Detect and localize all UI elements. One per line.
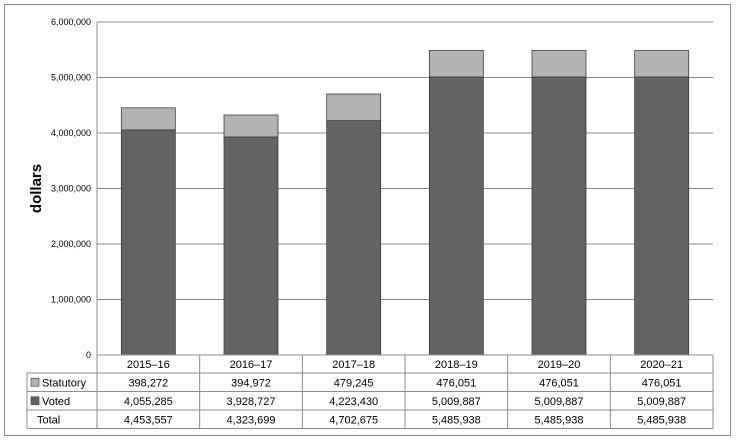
bar-statutory-4 bbox=[428, 50, 484, 78]
table-cell: 476,051 bbox=[539, 377, 579, 389]
table-cell: 4,055,285 bbox=[124, 396, 173, 408]
category-label: 2020–21 bbox=[640, 359, 683, 371]
bar-statutory-6 bbox=[634, 50, 690, 78]
table-cell: 4,223,430 bbox=[329, 396, 378, 408]
bar-statutory-2 bbox=[223, 114, 279, 138]
category-label: 2017–18 bbox=[332, 359, 375, 371]
y-tick-label: 6,000,000 bbox=[51, 17, 91, 27]
table-row-label-total: Total bbox=[37, 414, 60, 426]
bar-statutory-5 bbox=[531, 50, 587, 78]
y-tick-label: 3,000,000 bbox=[51, 184, 91, 194]
y-tick-label: 0 bbox=[86, 350, 91, 360]
table-cell: 5,009,887 bbox=[535, 396, 584, 408]
y-tick-label: 5,000,000 bbox=[51, 73, 91, 83]
data-table: 2015–16 2016–17 2017–18 2018–19 2019–20 2020–… bbox=[26, 354, 714, 429]
bar-voted-6 bbox=[634, 76, 690, 356]
gridlines bbox=[96, 21, 713, 355]
table-cell: 476,051 bbox=[436, 377, 476, 389]
table-cell: 3,928,727 bbox=[227, 396, 276, 408]
bars bbox=[120, 50, 690, 356]
y-tick-label: 1,000,000 bbox=[51, 295, 91, 305]
bar-voted-3 bbox=[326, 120, 382, 356]
stacked-bar-chart: 0 1,000,000 2,000,000 3,000,000 4,000,000 5,0… bbox=[26, 17, 714, 429]
category-label: 2019–20 bbox=[538, 359, 581, 371]
bar-voted-4 bbox=[428, 76, 484, 356]
legend-swatch-statutory bbox=[30, 377, 40, 387]
table-cell: 5,485,938 bbox=[535, 414, 584, 426]
chart-frame: 0 1,000,000 2,000,000 3,000,000 4,000,000 5,0… bbox=[4, 4, 731, 436]
table-cell: 5,009,887 bbox=[637, 396, 686, 408]
table-row-label-statutory: Statutory bbox=[42, 377, 87, 389]
table-cell: 4,453,557 bbox=[124, 414, 173, 426]
table-cell: 476,051 bbox=[642, 377, 682, 389]
bar-voted-5 bbox=[531, 76, 587, 356]
table-cell: 5,009,887 bbox=[432, 396, 481, 408]
table-cell: 5,485,938 bbox=[432, 414, 481, 426]
bar-voted-1 bbox=[120, 129, 176, 356]
category-label: 2018–19 bbox=[435, 359, 478, 371]
table-cell: 479,245 bbox=[334, 377, 374, 389]
table-cell: 4,702,675 bbox=[329, 414, 378, 426]
y-tick-label: 4,000,000 bbox=[51, 128, 91, 138]
table-row-label-voted: Voted bbox=[42, 396, 70, 408]
bar-voted-2 bbox=[223, 136, 279, 356]
legend-swatch-voted bbox=[30, 396, 40, 406]
category-label: 2016–17 bbox=[230, 359, 273, 371]
table-cell: 4,323,699 bbox=[227, 414, 276, 426]
table-cell: 394,972 bbox=[231, 377, 271, 389]
category-label: 2015–16 bbox=[127, 359, 170, 371]
bar-statutory-1 bbox=[120, 107, 176, 131]
y-tick-label: 2,000,000 bbox=[51, 239, 91, 249]
table-cell: 398,272 bbox=[128, 377, 168, 389]
y-axis-label: dollars bbox=[28, 164, 45, 213]
y-tick-labels: 0 1,000,000 2,000,000 3,000,000 4,000,000 5,0… bbox=[51, 17, 91, 360]
bar-statutory-3 bbox=[326, 93, 382, 121]
table-cell: 5,485,938 bbox=[637, 414, 686, 426]
